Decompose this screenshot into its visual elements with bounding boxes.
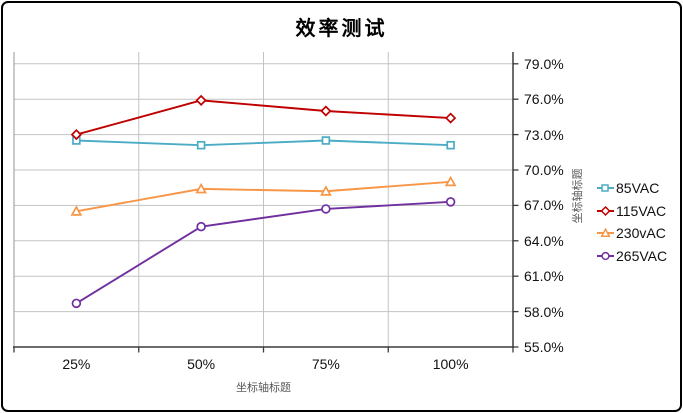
series-265VAC-circle-marker — [321, 204, 331, 214]
x-axis-title: 坐标轴标题 — [236, 382, 291, 394]
legend-item-230vAC: 230vAC — [597, 225, 667, 241]
y-tick-label: 67.0% — [524, 197, 564, 214]
series-115VAC-diamond-marker — [445, 112, 457, 124]
y-tick-label: 73.0% — [524, 126, 564, 143]
y-tick-label: 58.0% — [524, 303, 564, 320]
y-tick-label: 76.0% — [524, 91, 564, 108]
chart-title: 效率测试 — [295, 18, 388, 40]
legend-item-265VAC: 265VAC — [597, 248, 667, 264]
y-tick-label: 55.0% — [524, 339, 564, 355]
legend-label: 85VAC — [616, 180, 660, 196]
x-tick-label: 75% — [311, 356, 340, 372]
x-tick-label: 100% — [432, 356, 469, 372]
series-265VAC-circle-marker — [445, 197, 456, 207]
series-115VAC-diamond-marker — [320, 105, 332, 117]
series-230vAC-triangle-marker — [444, 175, 457, 187]
legend-square-marker-icon — [597, 184, 614, 192]
x-tick-label: 25% — [62, 356, 91, 372]
series-115VAC-diamond-marker — [70, 128, 82, 141]
series-265VAC-circle-marker — [196, 221, 206, 232]
legend-label: 230vAC — [616, 225, 666, 241]
legend-triangle-marker-icon — [597, 227, 614, 238]
legend-diamond-marker-icon — [597, 205, 614, 216]
series-line-265VAC — [75, 200, 451, 305]
series-85VAC-square-marker — [196, 140, 206, 150]
series-230vAC-triangle-marker — [320, 185, 332, 196]
series-line-85VAC — [76, 139, 451, 147]
legend-circle-marker-icon — [597, 251, 614, 260]
y-tick-label: 70.0% — [524, 162, 564, 178]
y-tick-label: 64.0% — [524, 232, 564, 249]
series-line-230vAC — [76, 180, 451, 213]
legend-item-115VAC: 115VAC — [597, 203, 667, 219]
legend-label: 115VAC — [616, 202, 667, 219]
legend-label: 265VAC — [616, 247, 668, 264]
y-tick-label: 61.0% — [524, 268, 564, 285]
series-line-115VAC — [76, 99, 451, 136]
series-115VAC-diamond-marker — [195, 94, 207, 106]
series-230vAC-triangle-marker — [70, 205, 83, 216]
series-85VAC-square-marker — [321, 136, 331, 145]
legend: 85VAC 115VAC 230vAC 265VAC — [597, 180, 667, 270]
series-85VAC-square-marker — [446, 140, 455, 150]
series-230vAC-triangle-marker — [195, 182, 207, 194]
legend-item-85VAC: 85VAC — [597, 180, 667, 196]
series-265VAC-circle-marker — [71, 298, 82, 309]
y-tick-label: 79.0% — [524, 55, 564, 72]
x-tick-label: 50% — [187, 356, 216, 372]
